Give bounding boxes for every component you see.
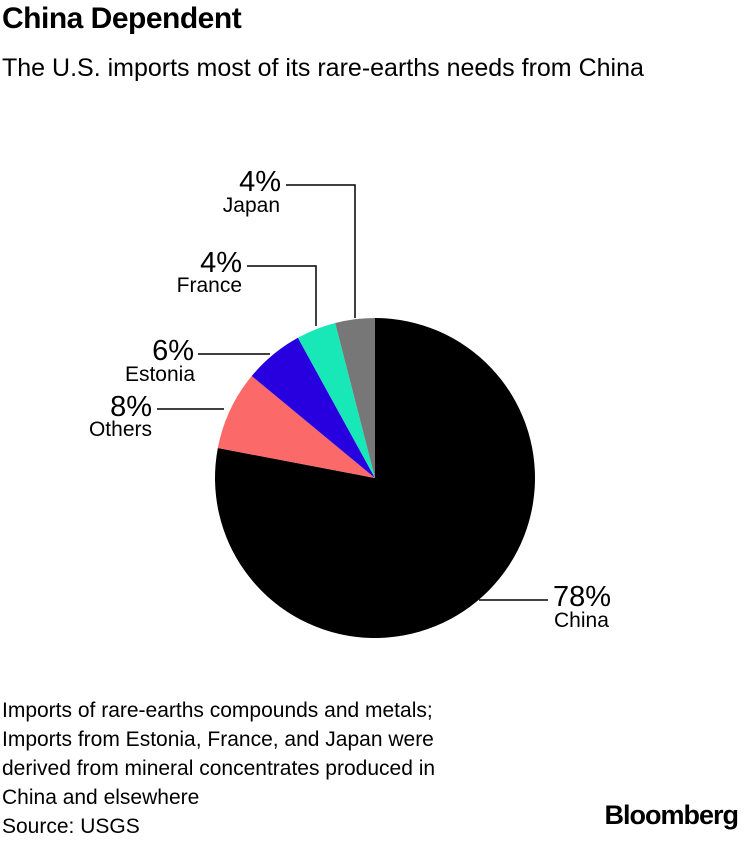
category-label-china: China xyxy=(554,609,609,632)
value-label-estonia: 6% xyxy=(152,335,194,367)
value-label-japan: 4% xyxy=(239,166,281,198)
pie-slice-estonia xyxy=(251,337,375,478)
category-label-estonia: Estonia xyxy=(125,363,195,386)
category-label-others: Others xyxy=(89,418,152,441)
note-line: China and elsewhere xyxy=(2,786,200,809)
leader-line-france xyxy=(247,265,317,326)
pie-slice-japan xyxy=(335,318,375,478)
pie-slice-france xyxy=(297,323,375,478)
chart-notes: Imports of rare-earths compounds and met… xyxy=(2,696,435,841)
value-label-china: 78% xyxy=(553,581,611,613)
leader-line-japan xyxy=(286,184,356,318)
value-label-others: 8% xyxy=(110,391,152,423)
note-line: Imports of rare-earths compounds and met… xyxy=(2,699,433,722)
source-line: Source: USGS xyxy=(2,815,140,838)
pie-slice-china xyxy=(215,318,536,638)
category-label-japan: Japan xyxy=(223,194,280,217)
value-label-france: 4% xyxy=(200,247,242,279)
note-line: Imports from Estonia, France, and Japan … xyxy=(2,728,434,751)
pie-slice-others xyxy=(217,376,375,478)
category-label-france: France xyxy=(177,274,242,297)
bloomberg-logo: Bloomberg xyxy=(604,800,739,830)
note-line: derived from mineral concentrates produc… xyxy=(2,757,436,780)
chart-subtitle: The U.S. imports most of its rare-earths… xyxy=(2,54,644,82)
chart-title: China Dependent xyxy=(2,2,242,35)
